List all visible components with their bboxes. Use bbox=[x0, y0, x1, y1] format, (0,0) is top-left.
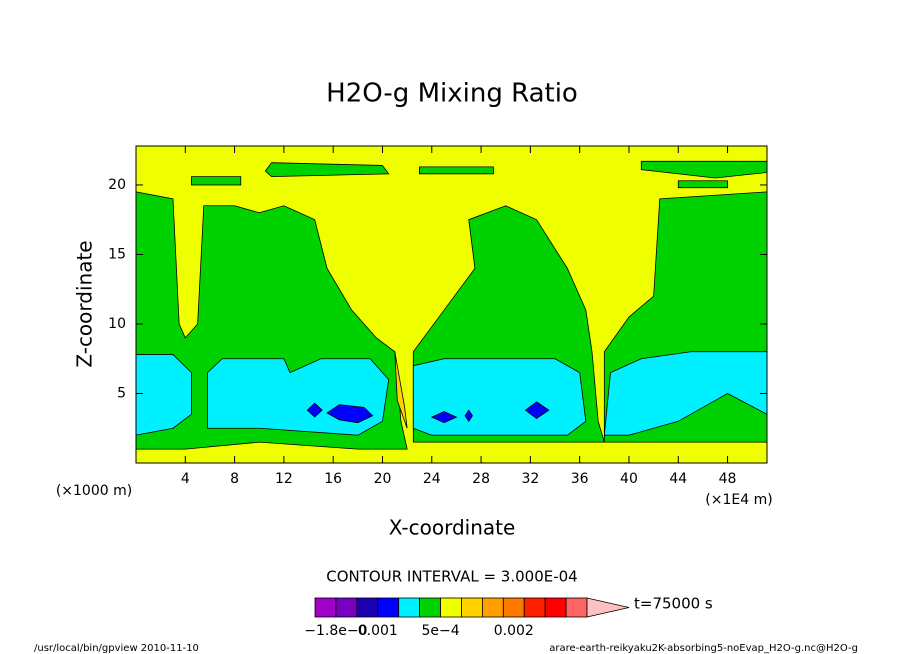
contour-region bbox=[419, 166, 494, 175]
colorbar-label: 0.002 bbox=[494, 623, 534, 639]
x-tick-label: 4 bbox=[181, 471, 190, 487]
y-unit: (×1000 m) bbox=[56, 483, 132, 499]
colorbar-arrow bbox=[586, 597, 630, 618]
x-tick-label: 12 bbox=[275, 471, 293, 487]
colorbar-box bbox=[544, 597, 567, 618]
colorbar-box bbox=[502, 597, 525, 618]
contour-region bbox=[412, 358, 587, 436]
colorbar-label: −1.8e−0 bbox=[304, 623, 367, 639]
contour-region bbox=[207, 358, 390, 436]
contour-interval: CONTOUR INTERVAL = 3.000E-04 bbox=[326, 568, 577, 586]
contour-region bbox=[394, 351, 408, 429]
footer-left: /usr/local/bin/gpview 2010-11-10 bbox=[34, 643, 199, 654]
x-tick-label: 20 bbox=[374, 471, 392, 487]
y-tick-label: 5 bbox=[117, 385, 126, 401]
x-tick-label: 32 bbox=[521, 471, 539, 487]
colorbar-box bbox=[523, 597, 546, 618]
colorbar-box bbox=[398, 597, 421, 618]
chart-title: H2O-g Mixing Ratio bbox=[326, 79, 578, 109]
y-tick-label: 15 bbox=[108, 246, 126, 262]
contour-region bbox=[191, 176, 242, 186]
x-tick-label: 40 bbox=[620, 471, 638, 487]
colorbar-box bbox=[377, 597, 400, 618]
colorbar-box bbox=[565, 597, 588, 618]
colorbar-box bbox=[440, 597, 462, 618]
contour-region bbox=[430, 411, 458, 424]
colorbar-label: 0.001 bbox=[358, 623, 398, 639]
colorbar-box bbox=[419, 597, 441, 618]
y-axis-label: Z-coordinate bbox=[73, 240, 97, 367]
contour-region bbox=[524, 401, 550, 420]
colorbar-box bbox=[314, 597, 337, 618]
y-tick-label: 10 bbox=[108, 316, 126, 332]
contour-region bbox=[326, 404, 374, 424]
colorbar-box bbox=[461, 597, 483, 618]
contour-region bbox=[264, 162, 390, 177]
x-tick-label: 8 bbox=[230, 471, 239, 487]
plot-frame bbox=[135, 145, 768, 464]
colorbar-box bbox=[481, 597, 504, 618]
x-tick-label: 28 bbox=[472, 471, 490, 487]
y-tick-label: 20 bbox=[108, 177, 126, 193]
contour-region bbox=[677, 180, 728, 189]
x-axis-label: X-coordinate bbox=[389, 516, 516, 540]
time-label: t=75000 s bbox=[634, 595, 713, 613]
x-tick-label: 36 bbox=[571, 471, 589, 487]
colorbar-box bbox=[356, 597, 379, 618]
colorbar-label: 5e−4 bbox=[421, 623, 459, 639]
x-unit: (×1E4 m) bbox=[705, 492, 772, 508]
x-tick-label: 44 bbox=[669, 471, 687, 487]
footer-right: arare-earth-reikyaku2K-absorbing5-noEvap… bbox=[549, 643, 858, 654]
x-tick-label: 48 bbox=[719, 471, 737, 487]
contour-region bbox=[464, 409, 473, 423]
contour-region bbox=[306, 402, 323, 418]
x-tick-label: 16 bbox=[324, 471, 342, 487]
x-tick-label: 24 bbox=[423, 471, 441, 487]
colorbar-box bbox=[335, 597, 358, 618]
